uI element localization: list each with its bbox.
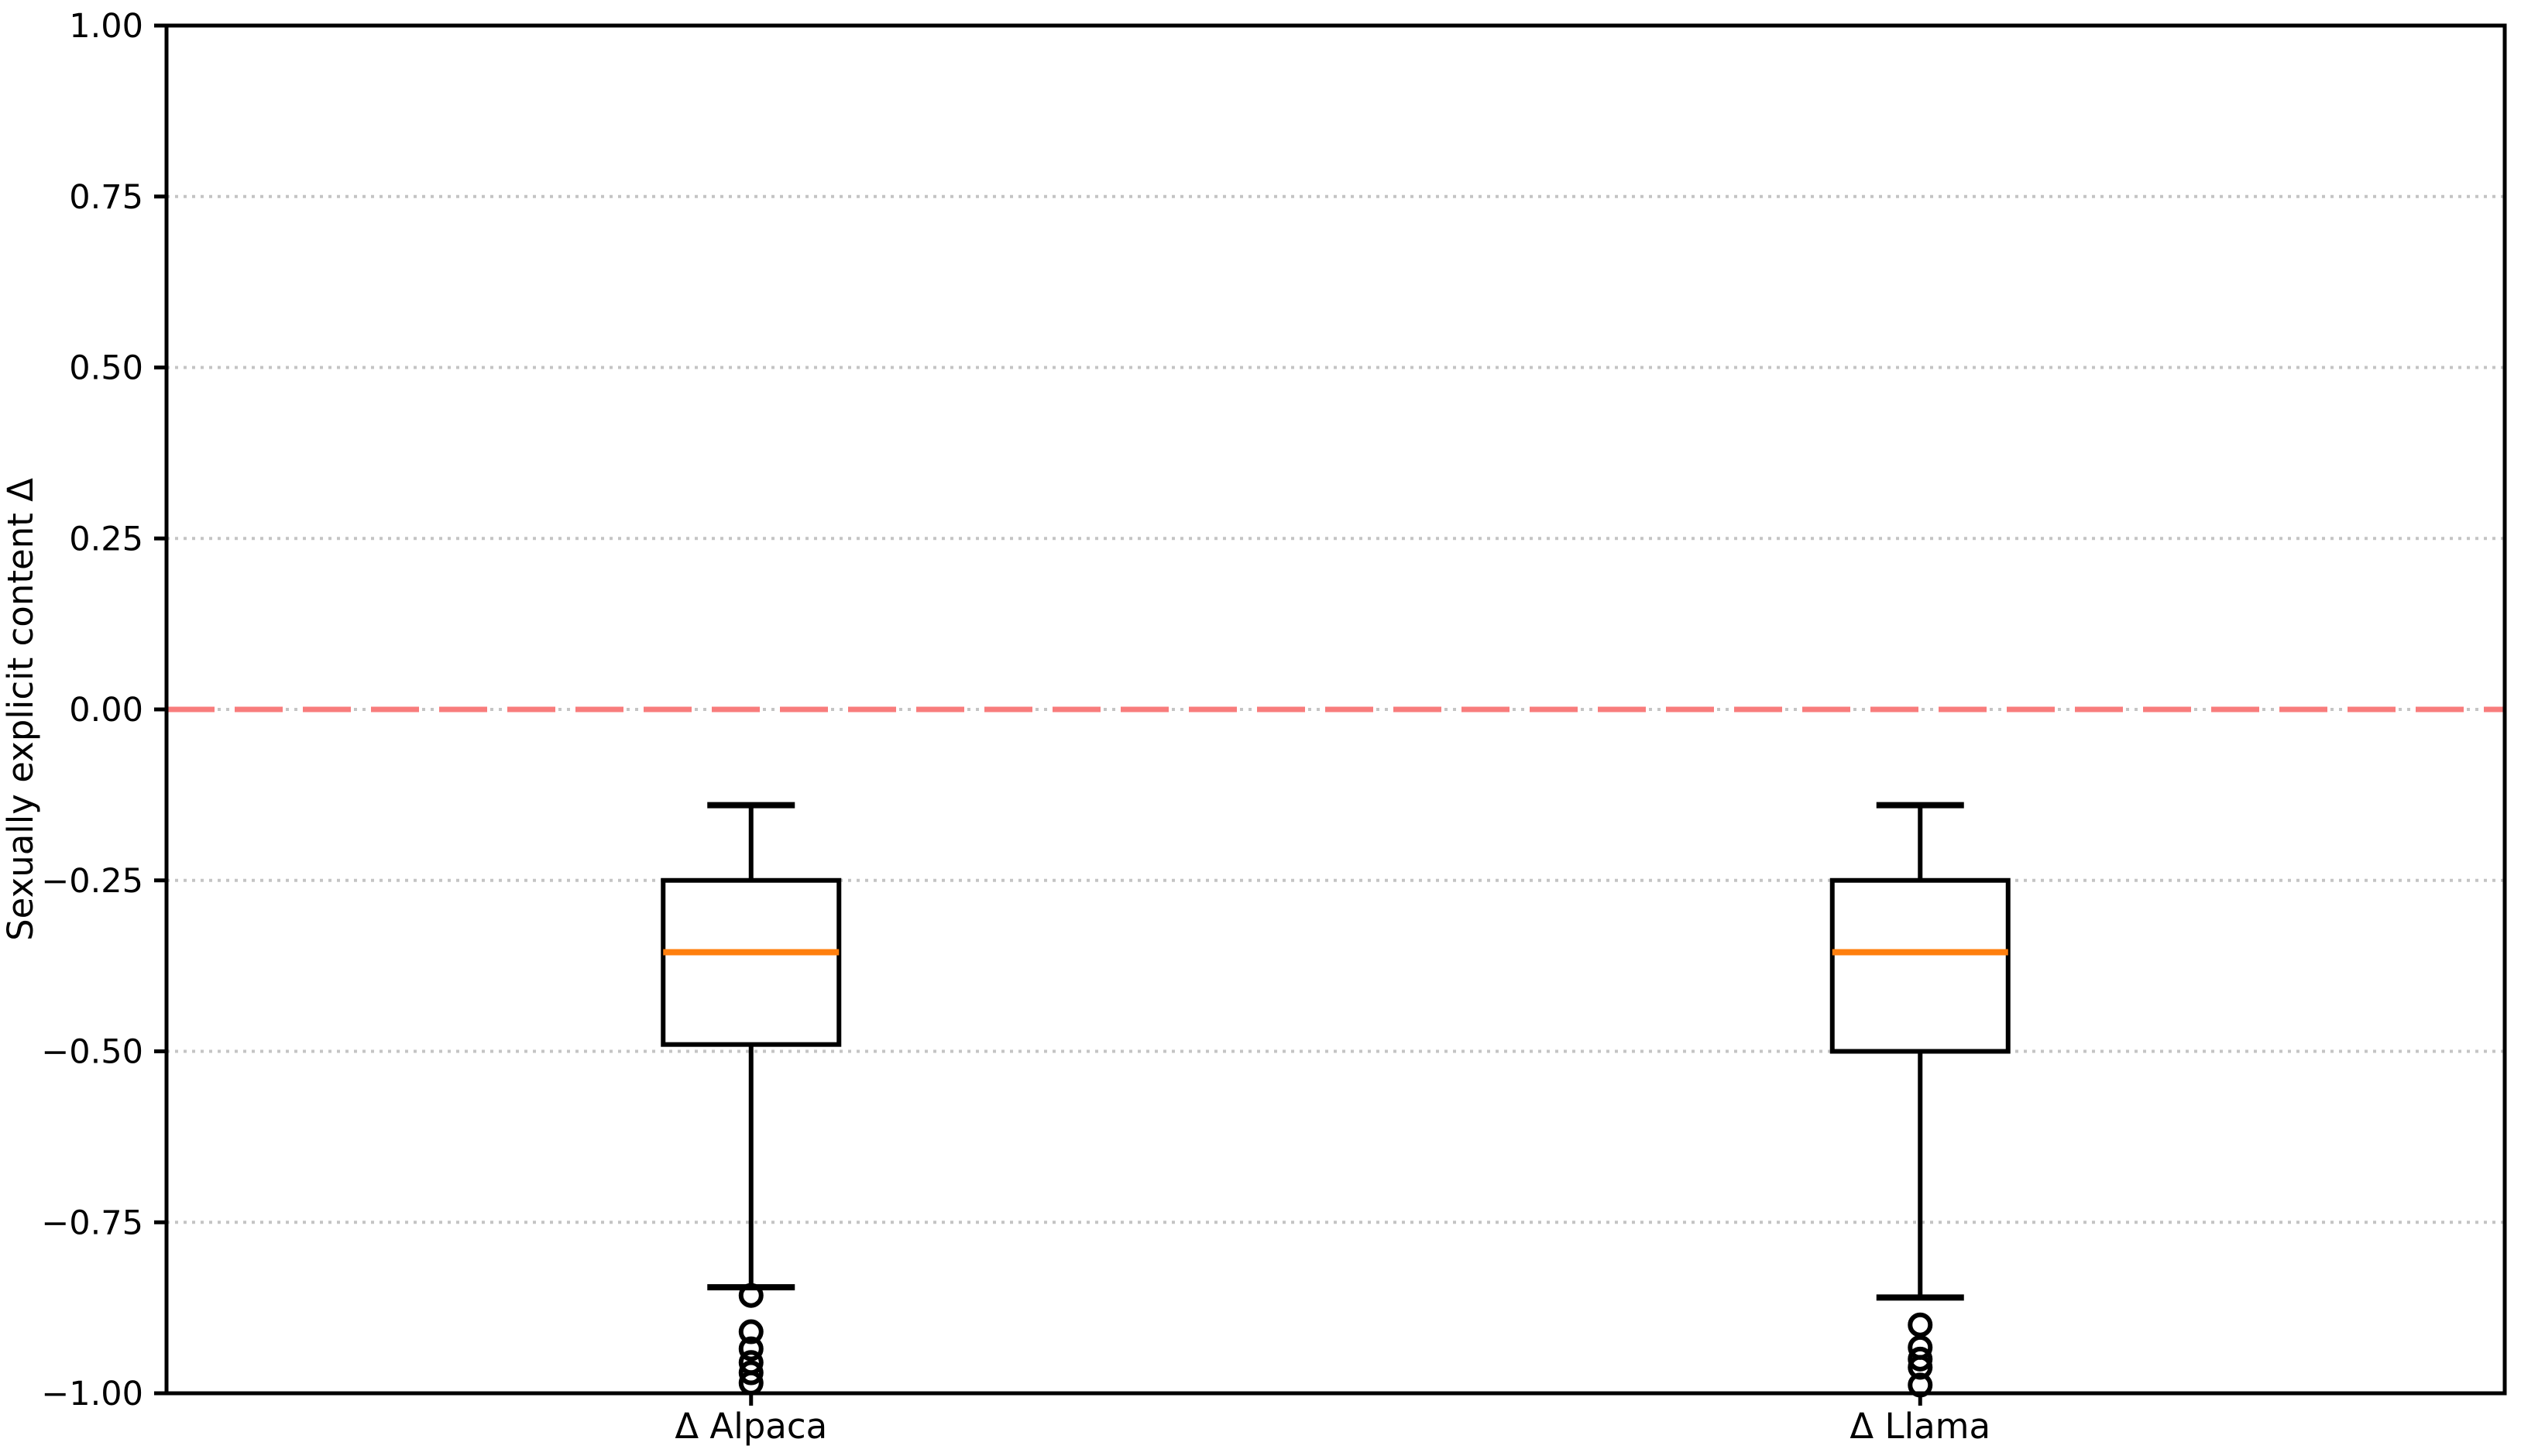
y-tick-label: −1.00: [41, 1375, 143, 1413]
iqr-box: [1829, 877, 2011, 1054]
x-tick-label: Δ Llama: [1850, 1406, 1990, 1447]
y-tick-label: 0.25: [69, 520, 143, 558]
y-tick-label: 1.00: [69, 7, 143, 46]
y-tick-label: 0.50: [69, 349, 143, 388]
y-tick-label: 0.75: [69, 178, 143, 217]
x-tick-label: Δ Alpaca: [675, 1406, 827, 1447]
y-axis-label: Sexually explicit content Δ: [0, 478, 41, 941]
outlier-point: [738, 1370, 764, 1396]
y-tick-label: −0.75: [41, 1204, 143, 1242]
outlier-point: [1908, 1346, 1933, 1372]
outlier-point: [738, 1319, 764, 1344]
outlier-point: [1908, 1312, 1933, 1338]
y-tick-label: 0.00: [69, 691, 143, 730]
outlier-point: [738, 1360, 764, 1386]
outlier-point: [1908, 1355, 1933, 1380]
outlier-point: [738, 1283, 764, 1308]
outlier-point: [738, 1336, 764, 1362]
y-tick-label: −0.50: [41, 1033, 143, 1072]
y-tick-label: −0.25: [41, 862, 143, 901]
iqr-box: [661, 877, 842, 1047]
outlier-point: [1908, 1372, 1933, 1398]
